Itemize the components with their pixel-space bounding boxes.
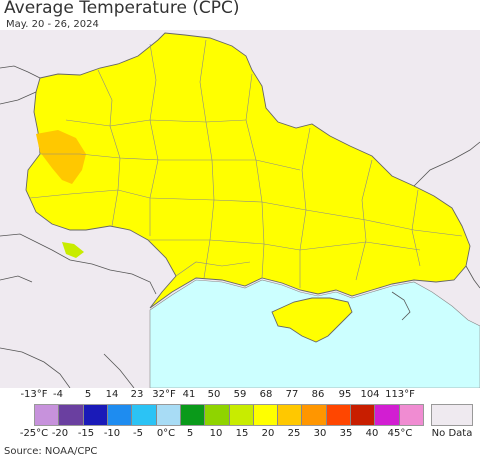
legend-c-label: 40 xyxy=(365,428,379,439)
legend-celsius-labels: -25°C -20 -15 -10 -5 0°C 5 10 15 20 25 3… xyxy=(0,428,480,441)
legend-f-label: 113°F xyxy=(385,389,415,400)
crimea-region xyxy=(271,297,353,343)
legend-c-label: -25°C xyxy=(19,428,49,439)
legend-f-label: 41 xyxy=(182,389,196,400)
legend-f-label: 77 xyxy=(285,389,299,400)
legend-c-label: 5 xyxy=(186,428,194,439)
legend-c-label: 0°C xyxy=(156,428,176,439)
temperature-map xyxy=(0,30,480,388)
legend-f-label: -13°F xyxy=(20,389,48,400)
legend-c-label: 10 xyxy=(209,428,223,439)
ukraine-region xyxy=(25,32,471,309)
legend-c-label: -20 xyxy=(51,428,69,439)
map-subtitle: May. 20 - 26, 2024 xyxy=(6,19,99,30)
legend-color-swatch xyxy=(278,405,303,425)
warm-patch xyxy=(36,130,86,184)
legend-f-label: -4 xyxy=(53,389,63,400)
legend-f-label: 23 xyxy=(130,389,144,400)
legend-color-swatch xyxy=(205,405,230,425)
legend-fahrenheit-labels: -13°F -4 5 14 23 32°F 41 50 59 68 77 86 … xyxy=(0,389,480,402)
legend-color-swatch xyxy=(375,405,400,425)
legend-f-label: 86 xyxy=(311,389,325,400)
legend-f-label: 104 xyxy=(360,389,380,400)
country-borders xyxy=(0,65,480,388)
legend-c-label: 25 xyxy=(287,428,301,439)
legend-color-swatch xyxy=(302,405,327,425)
legend-color-swatch xyxy=(156,405,181,425)
legend-color-swatch xyxy=(229,405,254,425)
legend-color-swatch xyxy=(351,405,376,425)
legend-color-swatch xyxy=(35,405,60,425)
legend-f-label: 68 xyxy=(259,389,273,400)
legend-c-label: 45°C xyxy=(387,428,413,439)
legend-color-swatch xyxy=(132,405,157,425)
legend-color-swatch xyxy=(253,405,279,425)
legend-colorbar xyxy=(34,404,424,426)
map-title: Average Temperature (CPC) xyxy=(4,0,240,18)
legend-color-swatch xyxy=(180,405,206,425)
legend-color-swatch xyxy=(326,405,352,425)
legend-color-swatch xyxy=(59,405,84,425)
legend-color-swatch xyxy=(83,405,108,425)
legend-f-label: 59 xyxy=(233,389,247,400)
legend-c-label: 30 xyxy=(313,428,327,439)
legend-c-label: -5 xyxy=(133,428,143,439)
no-data-label: No Data xyxy=(431,428,473,439)
legend-f-label: 32°F xyxy=(152,389,176,400)
region-borders xyxy=(29,39,463,288)
legend-c-label: 35 xyxy=(339,428,353,439)
legend-c-label: 15 xyxy=(235,428,249,439)
legend-color-swatch xyxy=(399,405,423,425)
legend-c-label: -10 xyxy=(103,428,121,439)
source-credit: Source: NOAA/CPC xyxy=(4,446,98,457)
legend-f-label: 50 xyxy=(207,389,221,400)
no-data-swatch xyxy=(431,404,473,426)
legend-f-label: 95 xyxy=(338,389,352,400)
legend-c-label: 20 xyxy=(261,428,275,439)
legend-c-label: -15 xyxy=(77,428,95,439)
legend-color-swatch xyxy=(107,405,133,425)
legend-f-label: 14 xyxy=(105,389,119,400)
cool-patch xyxy=(62,242,84,258)
legend-f-label: 5 xyxy=(84,389,92,400)
